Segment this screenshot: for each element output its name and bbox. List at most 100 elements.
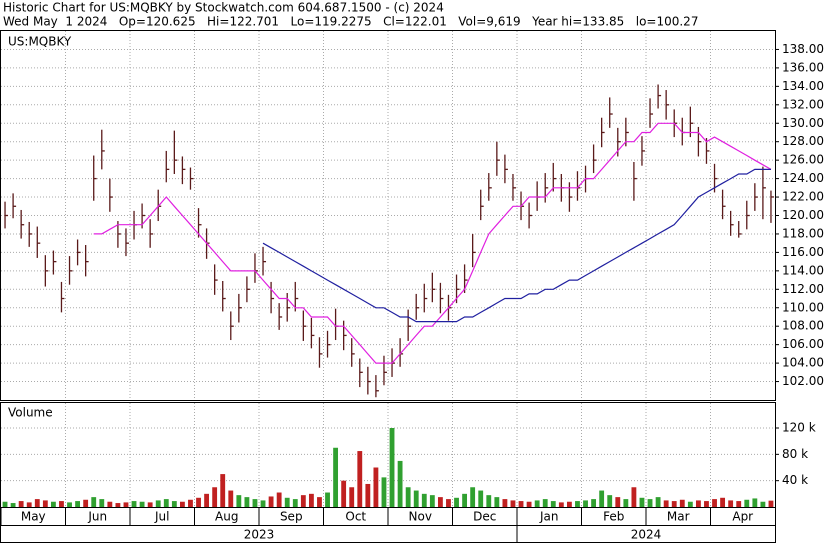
volume-bar (34, 499, 40, 507)
chart-title: Historic Chart for US:MQBKY by Stockwatc… (3, 1, 444, 15)
volume-tick-label: 80 k (782, 447, 808, 461)
volume-bar (365, 483, 371, 507)
x-tick-label: Jun (87, 510, 107, 524)
volume-bar (188, 499, 193, 507)
x-tick-label: Feb (603, 510, 624, 524)
y-tick-label: 122.00 (782, 190, 824, 204)
volume-bar (357, 451, 363, 507)
volume-bar (752, 498, 758, 507)
volume-bar (486, 495, 492, 507)
y-tick-label: 130.00 (782, 116, 824, 130)
volume-bar (607, 495, 613, 507)
y-tick-label: 120.00 (782, 208, 824, 222)
volume-bar (695, 500, 701, 507)
volume-bar (147, 502, 153, 507)
moving-average (93, 122, 772, 364)
volume-bar (26, 502, 32, 507)
volume-bar (107, 501, 113, 507)
moving-average (262, 168, 771, 323)
volume-bar (244, 497, 250, 507)
volume-bar (220, 474, 226, 507)
volume-tick-label: 120 k (782, 421, 816, 435)
x-tick-label: Nov (409, 510, 432, 524)
y-tick-label: 114.00 (782, 263, 824, 277)
y-tick-label: 138.00 (782, 42, 824, 56)
volume-bar (2, 501, 8, 507)
volume-bar (268, 496, 274, 507)
volume-bar (155, 500, 161, 507)
volume-bar (308, 493, 314, 507)
volume-bar (679, 499, 685, 507)
volume-bar (75, 501, 81, 507)
volume-bar (454, 497, 459, 507)
volume-bar (429, 495, 435, 507)
volume-bar (300, 495, 306, 507)
volume-bar (341, 480, 347, 507)
y-tick-label: 132.00 (782, 97, 824, 111)
volume-bar (534, 500, 540, 507)
volume-bar (413, 490, 419, 507)
volume-bar (639, 497, 645, 507)
volume-bar (276, 492, 282, 507)
volume-bar (179, 501, 185, 507)
x-tick-label: Jan (539, 510, 559, 524)
volume-bar (599, 490, 605, 507)
y-tick-label: 110.00 (782, 300, 824, 314)
y-tick-label: 124.00 (782, 171, 824, 185)
volume-bar (470, 487, 476, 507)
volume-bar (704, 501, 709, 507)
volume-bar (462, 493, 468, 507)
volume-bar (139, 501, 145, 507)
y-tick-label: 116.00 (782, 245, 824, 259)
volume-bar (615, 497, 621, 507)
volume-bar (728, 500, 734, 507)
volume-bar (67, 502, 72, 507)
volume-bar (131, 501, 137, 507)
y-tick-label: 134.00 (782, 79, 824, 93)
symbol-label: US:MQBKY (8, 35, 72, 49)
x-tick-label: May (21, 510, 46, 524)
volume-bar (260, 500, 266, 507)
volume-bar (583, 500, 588, 507)
volume-bar (204, 493, 210, 507)
x-tick-label: Oct (345, 510, 366, 524)
volume-bar (437, 497, 443, 507)
volume-bar (373, 467, 379, 507)
volume-bar (671, 501, 677, 507)
volume-bar (405, 487, 411, 507)
volume-bar (171, 501, 177, 507)
y-tick-label: 104.00 (782, 356, 824, 370)
volume-bar (317, 497, 322, 507)
x-tick-label: Mar (667, 510, 690, 524)
volume-bar (446, 499, 451, 507)
volume-bar (42, 500, 48, 507)
volume-bar (349, 487, 355, 507)
volume-bar (252, 499, 258, 507)
volume-bar (397, 460, 403, 507)
volume-bar (655, 497, 661, 507)
volume-bar (228, 490, 234, 507)
volume-bar (389, 428, 395, 507)
volume-bar (115, 503, 121, 507)
volume-bar (687, 501, 693, 507)
year-label: 2024 (631, 528, 662, 542)
volume-bar (575, 501, 580, 507)
volume-title: Volume (8, 406, 53, 420)
y-tick-label: 128.00 (782, 134, 824, 148)
volume-bar (50, 501, 56, 507)
volume-bar (236, 495, 242, 507)
y-tick-label: 118.00 (782, 226, 824, 240)
volume-bar (212, 487, 218, 507)
volume-bar (292, 499, 298, 507)
volume-bar (744, 499, 750, 507)
y-tick-label: 136.00 (782, 60, 824, 74)
volume-bar (325, 492, 330, 507)
volume-bar (91, 497, 97, 507)
volume-bar (494, 497, 500, 507)
year-label: 2023 (244, 528, 275, 542)
x-tick-label: Dec (473, 510, 496, 524)
volume-bar (768, 500, 774, 507)
